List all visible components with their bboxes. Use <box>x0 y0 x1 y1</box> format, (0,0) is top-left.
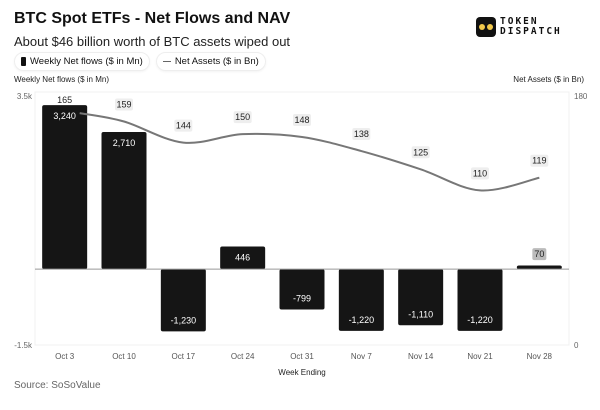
bar-value-label: -1,220 <box>349 315 375 325</box>
x-tick-label: Oct 10 <box>112 352 136 361</box>
line-value-label: 159 <box>116 100 131 110</box>
left-tick-label: -1.5k <box>14 341 33 350</box>
x-tick-label: Oct 31 <box>290 352 314 361</box>
line-value-label: 125 <box>413 147 428 157</box>
bar-oct-31 <box>279 269 325 310</box>
line-label-bg <box>411 146 430 159</box>
chart-subtitle: About $46 billion worth of BTC assets wi… <box>14 34 291 49</box>
line-label-bg <box>352 128 371 141</box>
x-tick-label: Oct 24 <box>231 352 255 361</box>
x-tick-label: Oct 3 <box>55 352 75 361</box>
bar-value-label: -1,230 <box>171 315 197 325</box>
plot-frame <box>34 91 570 346</box>
token-dispatch-logo: TOKEN DISPATCH <box>476 17 562 37</box>
right-tick-label: 0 <box>574 341 579 350</box>
line-value-label: 110 <box>473 168 487 178</box>
bar-swatch-icon <box>21 57 26 66</box>
line-value-label: 138 <box>354 129 369 139</box>
legend-label: Net Assets ($ in Bn) <box>174 56 259 67</box>
logo-line1: TOKEN <box>500 16 539 27</box>
logo-icon <box>476 17 496 37</box>
line-value-label: 119 <box>532 156 546 166</box>
bar-nov-21 <box>457 269 503 331</box>
bar-oct-10 <box>101 131 147 270</box>
legend-item-net-flows[interactable]: Weekly Net flows ($ in Mn) <box>14 52 150 71</box>
right-tick-label: 180 <box>574 92 588 101</box>
bar-value-label: -1,110 <box>408 309 433 319</box>
line-swatch-icon <box>162 60 171 63</box>
bar-nov-28 <box>516 265 562 270</box>
line-label-bg <box>233 111 252 124</box>
bar-value-label: 2,710 <box>113 138 136 148</box>
line-label-bg <box>293 113 311 126</box>
x-tick-label: Nov 14 <box>408 352 434 361</box>
line-label-bg <box>471 167 489 180</box>
x-tick-label: Nov 28 <box>527 352 553 361</box>
line-label-bg <box>530 154 549 167</box>
chart-title: BTC Spot ETFs - Net Flows and NAV <box>14 10 291 27</box>
source-note: Source: SoSoValue <box>14 380 101 391</box>
line-value-label: 148 <box>294 115 309 125</box>
legend-item-net-assets[interactable]: Net Assets ($ in Bn) <box>155 52 266 71</box>
net-assets-line <box>79 112 540 192</box>
line-value-label: 150 <box>235 112 250 122</box>
line-value-label: 144 <box>176 121 191 131</box>
bar-value-label: -799 <box>293 294 311 304</box>
bar-label-bg <box>532 248 547 261</box>
bar-value-label: 446 <box>235 253 250 263</box>
x-tick-label: Nov 21 <box>467 352 493 361</box>
bar-value-label: -1,220 <box>467 315 493 325</box>
logo-line2: DISPATCH <box>500 26 562 37</box>
bar-oct-17 <box>160 269 206 332</box>
x-tick-label: Oct 17 <box>172 352 196 361</box>
left-axis-title: Weekly Net flows ($ in Mn) <box>14 75 109 84</box>
bar-nov-14 <box>398 269 444 326</box>
bar-oct-24 <box>220 246 266 270</box>
bar-value-label: 3,240 <box>53 111 76 121</box>
line-label-bg <box>174 119 193 132</box>
line-label-bg <box>115 98 133 111</box>
bar-value-label: 70 <box>534 249 544 259</box>
x-axis-title: Week Ending <box>278 368 325 377</box>
legend-label: Weekly Net flows ($ in Mn) <box>30 56 143 67</box>
legend: Weekly Net flows ($ in Mn) Net Assets ($… <box>14 52 266 71</box>
bar-nov-7 <box>338 269 384 331</box>
x-tick-label: Nov 7 <box>351 352 372 361</box>
left-tick-label: 3.5k <box>17 92 33 101</box>
line-value-label: 165 <box>57 95 72 105</box>
bar-oct-3 <box>42 105 88 270</box>
right-axis-title: Net Assets ($ in Bn) <box>513 75 584 84</box>
